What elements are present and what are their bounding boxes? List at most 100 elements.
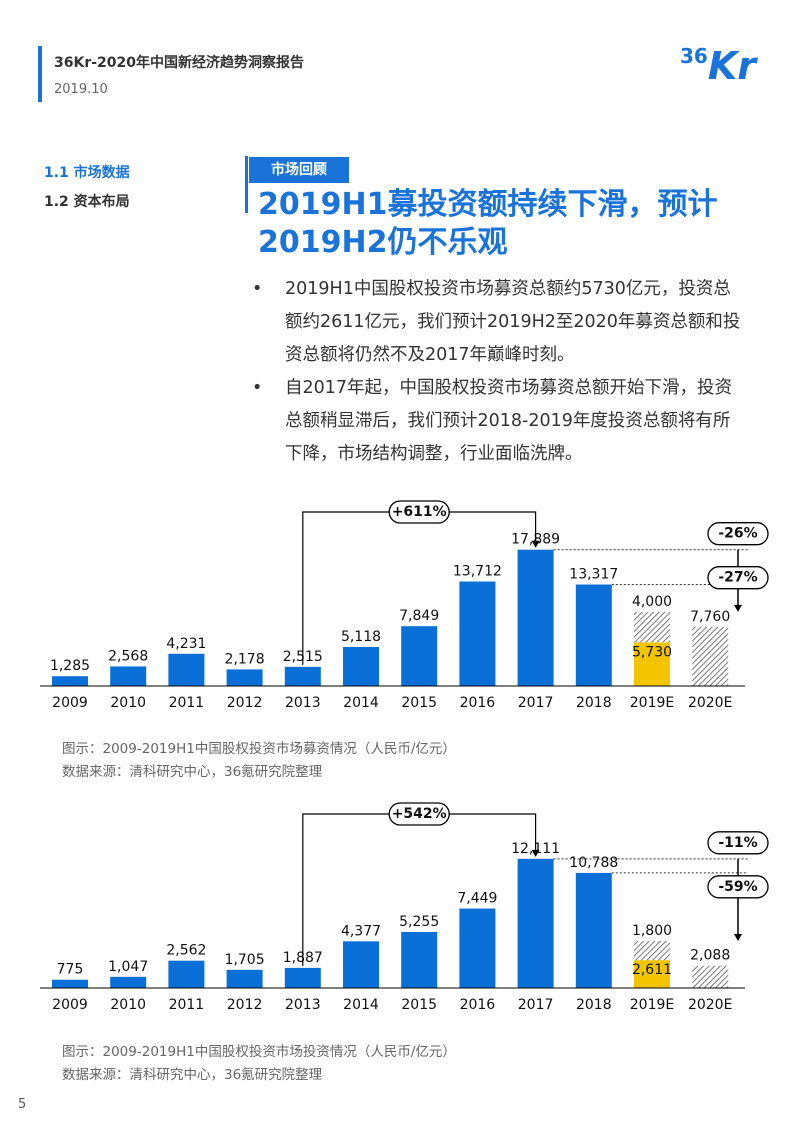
x-tick-label: 2017 (518, 997, 554, 1013)
x-tick-label: 2014 (343, 997, 379, 1013)
bar-value-label: 1,047 (108, 959, 148, 975)
heading-bar (245, 156, 248, 213)
bar (168, 653, 205, 686)
bar (110, 666, 147, 686)
bar-value-label: 5,118 (341, 629, 381, 645)
bar (575, 872, 612, 988)
bar-value-label: 10,788 (569, 855, 618, 871)
bar (634, 940, 670, 961)
logo-number: 36 (680, 44, 708, 68)
bar-value-label: 775 (57, 962, 84, 978)
arrow-head (531, 540, 540, 548)
annotation-label: -26% (718, 526, 757, 542)
bar (692, 626, 729, 686)
annotation-pill (707, 566, 769, 590)
bar (517, 858, 554, 988)
bullet-text: 2019H1中国股权投资市场募资总额约5730亿元，投资总额约2611亿元，我们… (285, 279, 741, 365)
x-tick-label: 2011 (169, 997, 205, 1013)
bar (168, 960, 205, 988)
bar (52, 676, 88, 686)
bar (459, 581, 496, 686)
x-tick-label: 2015 (401, 695, 437, 711)
header-date: 2019.10 (54, 82, 108, 97)
page-number: 5 (18, 1097, 27, 1112)
annotation-pill (388, 802, 450, 826)
x-tick-label: 2012 (227, 695, 263, 711)
bar (634, 960, 670, 988)
x-tick-label: 2016 (460, 695, 496, 711)
x-tick-label: 2019E (630, 695, 674, 711)
x-tick-label: 2016 (460, 997, 496, 1013)
annotation-label: -27% (718, 570, 757, 586)
x-tick-label: 2012 (227, 997, 263, 1013)
section-tag: 市场回顾 (249, 157, 349, 183)
logo: 36Kr (680, 44, 756, 88)
bullet-list: • 2019H1中国股权投资市场募资总额约5730亿元，投资总额约2611亿元，我… (252, 273, 742, 471)
bar-value-label: 1,705 (225, 952, 265, 968)
x-tick-label: 2009 (52, 695, 88, 711)
chart-caption: 图示：2009-2019H1中国股权投资市场募资情况（人民币/亿元） (62, 741, 456, 757)
bar (575, 584, 612, 686)
bar-value-label: 7,760 (690, 609, 730, 625)
logo-text: Kr (707, 44, 757, 88)
chart-source: 数据来源：清科研究中心，36氪研究院整理 (62, 764, 323, 780)
arrow-head (734, 933, 742, 941)
bar-value-label: 1,800 (632, 923, 672, 939)
bar (401, 626, 438, 686)
nav-item[interactable]: 1.2 资本布局 (44, 194, 130, 210)
bar-value-label: 13,317 (569, 567, 618, 583)
bar (634, 611, 670, 643)
annotation-label: -59% (718, 879, 757, 895)
bar-value-label: 2,088 (690, 948, 730, 964)
chart-caption: 图示：2009-2019H1中国股权投资市场投资情况（人民币/亿元） (62, 1044, 456, 1060)
heading: 2019H1募投资额持续下滑，预计2019H2仍不乐观 (258, 187, 718, 260)
annotation-pill (707, 831, 769, 855)
bar (284, 967, 321, 988)
bar (401, 931, 438, 988)
bar-value-label: 2,611 (632, 962, 672, 978)
x-tick-label: 2017 (518, 695, 554, 711)
bar (284, 666, 321, 686)
bar-value-label: 4,000 (632, 594, 672, 610)
bar (110, 976, 147, 988)
bar (343, 647, 379, 686)
bar (226, 669, 263, 686)
annotation-label: -11% (718, 835, 757, 851)
x-tick-label: 2020E (688, 997, 732, 1013)
bar (634, 642, 670, 686)
x-tick-label: 2015 (401, 997, 437, 1013)
x-tick-label: 2011 (169, 695, 205, 711)
chart-source: 数据来源：清科研究中心，36氪研究院整理 (62, 1067, 323, 1083)
x-tick-label: 2010 (110, 695, 146, 711)
bar-value-label: 5,730 (632, 644, 672, 660)
bar-value-label: 2,568 (108, 648, 148, 664)
bar (226, 969, 263, 988)
bar-value-label: 7,449 (457, 891, 497, 907)
bar-value-label: 4,377 (341, 923, 381, 939)
bar-value-label: 1,285 (50, 658, 90, 674)
nav-item[interactable]: 1.1 市场数据 (44, 165, 130, 181)
bullet-text: 自2017年起，中国股权投资市场募资总额开始下滑，投资总额稍显滞后，我们预计20… (285, 378, 733, 464)
bar (459, 908, 496, 988)
bar (343, 941, 379, 988)
annotation-pill (707, 875, 769, 899)
bar-value-label: 4,231 (166, 636, 206, 652)
header-bar (38, 46, 42, 102)
arrow-head (531, 849, 540, 857)
bar-value-label: 7,849 (399, 608, 439, 624)
arrow-head (734, 604, 742, 612)
x-tick-label: 2020E (688, 695, 732, 711)
x-tick-label: 2010 (110, 997, 146, 1013)
bar (692, 965, 729, 988)
bar-value-label: 5,255 (399, 914, 439, 930)
bar (517, 549, 554, 686)
annotation-pill (388, 500, 450, 524)
x-tick-label: 2018 (576, 695, 612, 711)
x-tick-label: 2009 (52, 997, 88, 1013)
bar-value-label: 2,178 (225, 651, 265, 667)
bar-value-label: 2,562 (166, 943, 206, 959)
